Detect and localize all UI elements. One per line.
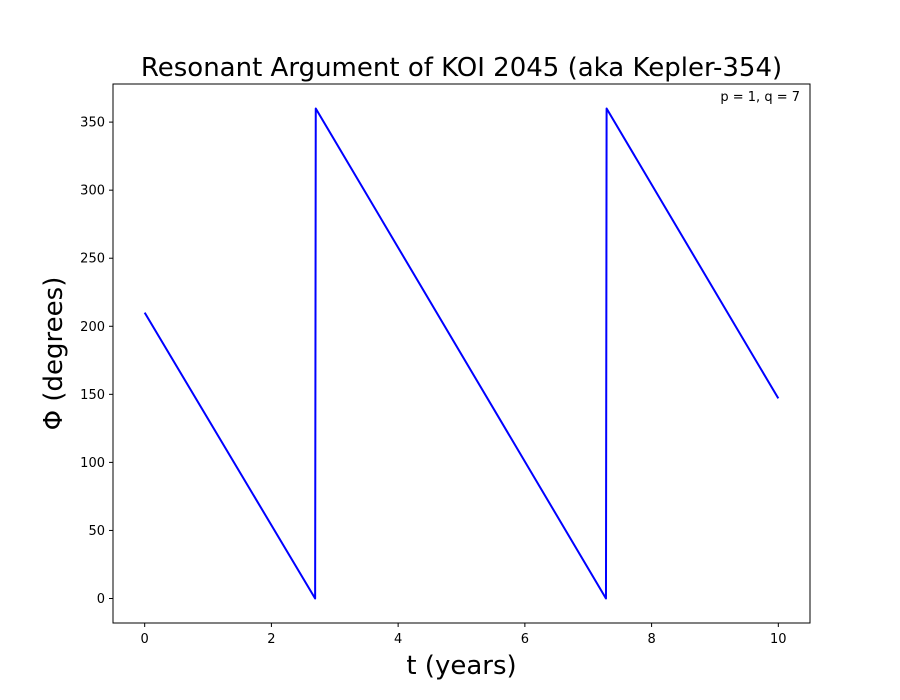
x-tick-label: 8 bbox=[647, 632, 655, 647]
x-tick-label: 6 bbox=[521, 632, 529, 647]
y-tick-label: 50 bbox=[88, 524, 105, 539]
x-tick-label: 0 bbox=[141, 632, 149, 647]
y-tick-label: 250 bbox=[80, 252, 105, 267]
y-tick-label: 200 bbox=[80, 320, 105, 335]
y-tick-label: 350 bbox=[80, 116, 105, 131]
chart-annotation: p = 1, q = 7 bbox=[720, 90, 800, 105]
x-tick-label: 2 bbox=[267, 632, 275, 647]
x-axis-label: t (years) bbox=[406, 651, 516, 681]
y-tick-label: 150 bbox=[80, 388, 105, 403]
chart-title: Resonant Argument of KOI 2045 (aka Keple… bbox=[141, 53, 782, 83]
y-tick-label: 300 bbox=[80, 184, 105, 199]
x-tick-label: 10 bbox=[770, 632, 787, 647]
plot-area bbox=[143, 107, 780, 600]
axes-frame bbox=[112, 83, 811, 624]
x-tick-label: 4 bbox=[394, 632, 402, 647]
y-axis-label: Φ (degrees) bbox=[39, 277, 69, 431]
y-tick-label: 100 bbox=[80, 456, 105, 471]
series-line-0 bbox=[143, 107, 780, 600]
y-tick-label: 0 bbox=[97, 592, 105, 607]
